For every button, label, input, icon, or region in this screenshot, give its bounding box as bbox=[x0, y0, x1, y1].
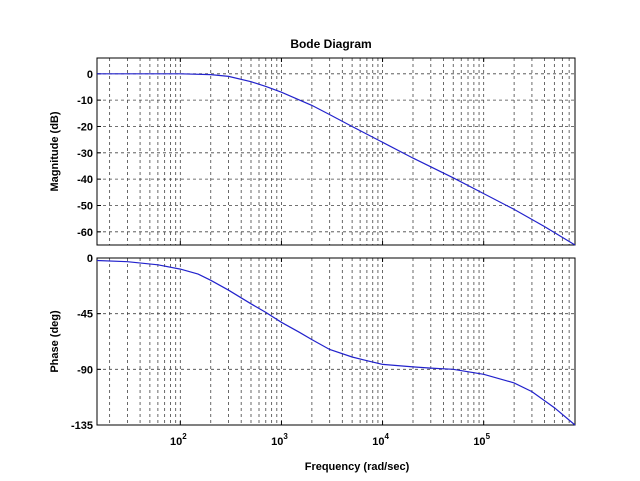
phase-curve bbox=[96, 259, 576, 426]
magnitude-y-tick-label: -30 bbox=[77, 148, 93, 160]
x-tick-label-exponent: 3 bbox=[283, 432, 288, 441]
x-tick-label-exponent: 2 bbox=[182, 432, 187, 441]
magnitude-y-tick-label: -10 bbox=[77, 95, 93, 107]
x-tick-label-exponent: 4 bbox=[384, 432, 389, 441]
x-tick-label: 105 bbox=[473, 432, 490, 448]
magnitude-frame bbox=[96, 57, 576, 246]
x-tick-label: 102 bbox=[170, 432, 187, 448]
magnitude-y-tick-label: -40 bbox=[77, 174, 93, 186]
x-tick-label-base: 10 bbox=[271, 436, 283, 448]
magnitude-y-tick-label: 0 bbox=[87, 69, 93, 81]
magnitude-panel: 0 -10 -20 -30 -40 -50 -60 Magnitude (dB) bbox=[49, 57, 576, 246]
chart-title: Bode Diagram bbox=[290, 37, 371, 51]
phase-frame bbox=[96, 257, 576, 426]
magnitude-y-tick-label: -20 bbox=[77, 121, 93, 133]
x-tick-label: 103 bbox=[271, 432, 288, 448]
phase-panel: 0 -45 -90 -135 Phase (deg) bbox=[49, 253, 576, 432]
phase-y-tick-label: 0 bbox=[87, 253, 93, 265]
x-tick-label-base: 10 bbox=[473, 436, 485, 448]
phase-y-tick-label: -135 bbox=[71, 420, 93, 432]
magnitude-y-tick-label: -50 bbox=[77, 200, 93, 212]
phase-y-axis-label: Phase (deg) bbox=[49, 310, 61, 373]
x-tick-label-base: 10 bbox=[372, 436, 384, 448]
x-axis-label: Frequency (rad/sec) bbox=[305, 461, 410, 473]
magnitude-y-tick-label: -60 bbox=[77, 227, 93, 239]
phase-y-tick-label: -90 bbox=[77, 364, 93, 376]
magnitude-curve bbox=[97, 73, 576, 246]
x-tick-label: 104 bbox=[372, 432, 389, 448]
x-tick-label-base: 10 bbox=[170, 436, 182, 448]
magnitude-y-axis-label: Magnitude (dB) bbox=[49, 111, 61, 191]
bode-panels: 0 -10 -20 -30 -40 -50 -60 Magnitude (dB) 0 -45 -90… bbox=[49, 57, 576, 448]
x-tick-label-exponent: 5 bbox=[486, 432, 491, 441]
phase-y-tick-label: -45 bbox=[77, 309, 93, 321]
